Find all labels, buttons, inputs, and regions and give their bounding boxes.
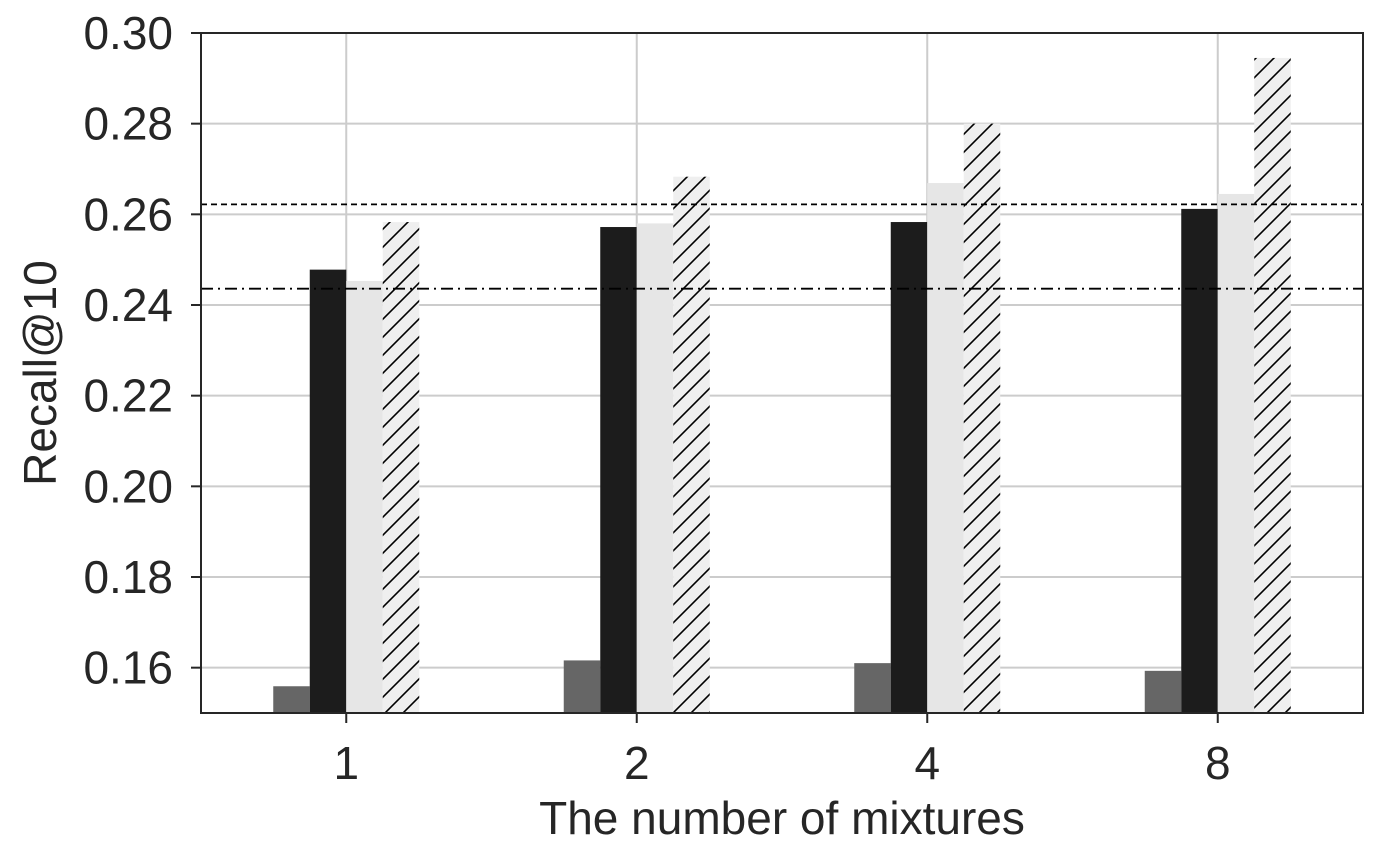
- y-tick-label: 0.24: [83, 279, 173, 331]
- x-tick-label: 2: [624, 737, 650, 789]
- bar-series-3-cat-2: [636, 223, 674, 713]
- plot-frame: [200, 32, 1364, 714]
- bars-layer: [273, 57, 1291, 714]
- bar-series-2-cat-1: [309, 269, 347, 713]
- bar-series-1-cat-1: [273, 686, 310, 713]
- y-axis-label: Recall@10: [14, 260, 66, 486]
- x-tick-label: 8: [1205, 737, 1231, 789]
- bar-series-1-cat-8: [1144, 670, 1182, 713]
- bar-series-4-cat-1: [382, 222, 420, 714]
- y-tick-label: 0.26: [83, 188, 173, 240]
- bar-series-1-cat-4: [854, 663, 891, 713]
- bar-series-4-cat-2: [673, 176, 710, 713]
- y-tick-label: 0.28: [83, 98, 173, 150]
- bar-series-2-cat-8: [1181, 208, 1218, 714]
- bar-series-2-cat-4: [890, 222, 928, 714]
- x-tick-label: 1: [333, 737, 359, 789]
- bar-series-4-cat-8: [1254, 57, 1291, 713]
- bar-series-3-cat-1: [346, 280, 383, 713]
- y-tick-label: 0.30: [83, 7, 173, 59]
- y-tick-label: 0.20: [83, 460, 173, 512]
- bar-series-1-cat-2: [563, 660, 601, 713]
- bar-series-4-cat-4: [963, 123, 1001, 713]
- x-axis-label: The number of mixtures: [539, 792, 1025, 844]
- y-tick-label: 0.22: [83, 370, 173, 422]
- x-tick-label: 4: [914, 737, 940, 789]
- y-tick-label: 0.18: [83, 551, 173, 603]
- bar-series-2-cat-2: [600, 227, 637, 713]
- y-tick-label: 0.16: [83, 642, 173, 694]
- ticks-layer: 0.16 0.18 0.20 0.22 0.24 0.26 0.28 0.30 1 2 4 8: [83, 7, 1230, 789]
- bar-series-3-cat-4: [927, 183, 964, 713]
- bar-series-3-cat-8: [1217, 193, 1255, 713]
- reference-lines-layer: [201, 203, 1363, 290]
